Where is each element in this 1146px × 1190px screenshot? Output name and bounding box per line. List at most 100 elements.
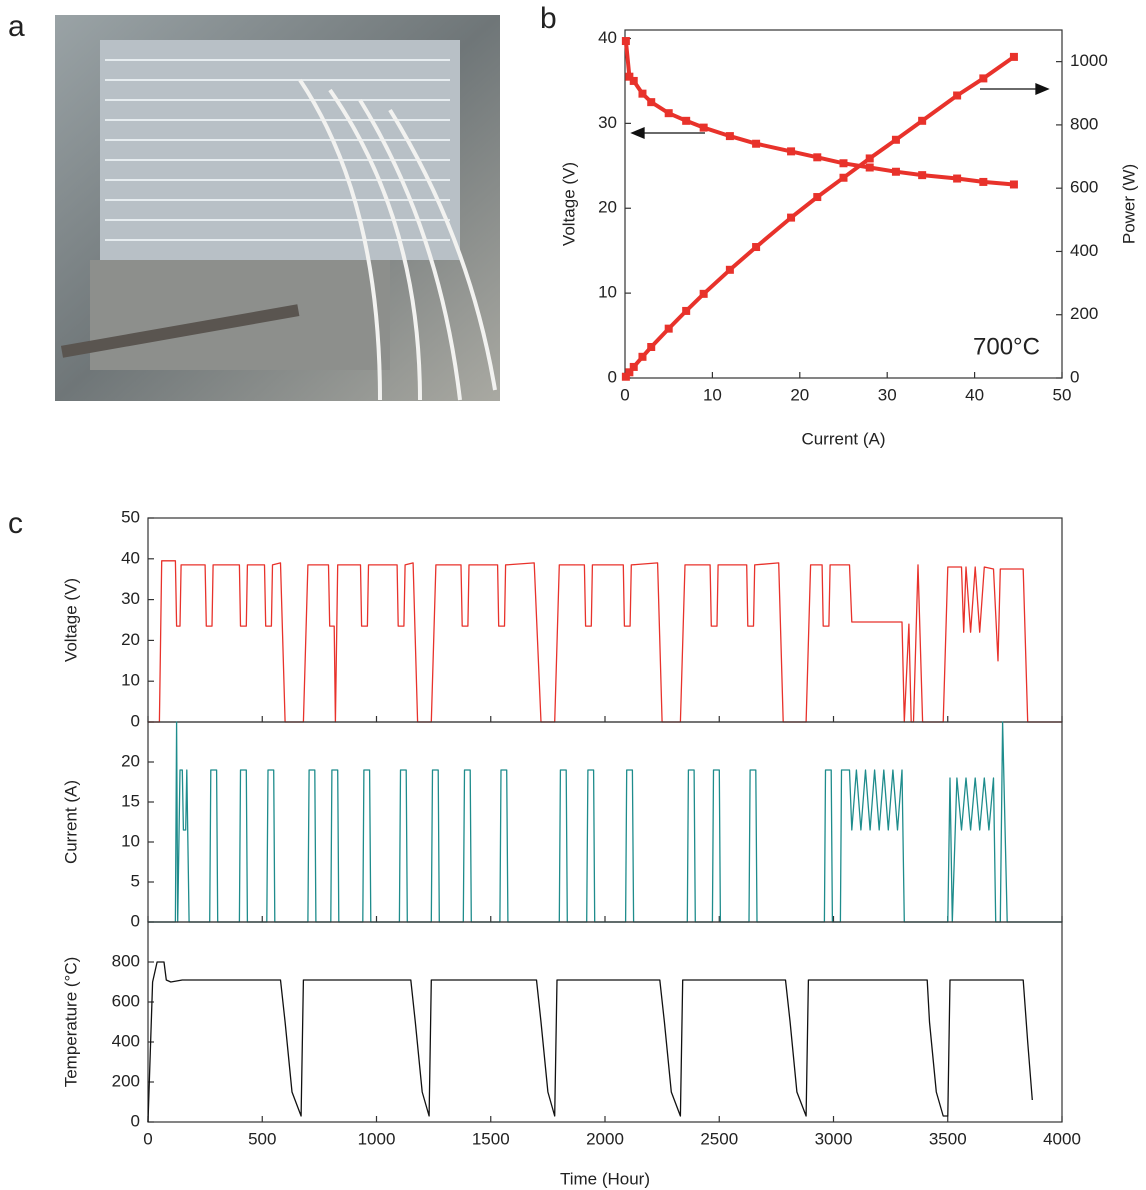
data-point	[699, 289, 708, 298]
data-point	[725, 132, 734, 141]
data-point	[621, 372, 630, 381]
data-point	[865, 163, 874, 172]
x-tick-label: 1000	[358, 1129, 396, 1148]
data-point	[839, 159, 848, 168]
y-tick-label: 0	[131, 711, 140, 730]
y2-tick-label: 600	[1070, 178, 1098, 197]
data-line	[148, 721, 1062, 923]
y-axis-label: Temperature (°C)	[61, 957, 80, 1088]
x-tick-label: 40	[965, 385, 984, 404]
x-tick-label: 500	[248, 1129, 276, 1148]
y-tick-label: 50	[121, 507, 140, 526]
data-point	[979, 74, 988, 83]
x-tick-label: 30	[878, 385, 897, 404]
data-point	[813, 153, 822, 162]
y-tick-label: 20	[121, 630, 140, 649]
x-tick-label: 20	[790, 385, 809, 404]
x-tick-label: 10	[703, 385, 722, 404]
x-tick-label: 3500	[929, 1129, 967, 1148]
y-tick-label: 800	[112, 951, 140, 970]
data-line	[147, 961, 1033, 1123]
arrows	[630, 83, 1050, 139]
y-tick-label: 20	[598, 198, 617, 217]
y-tick-label: 0	[131, 1111, 140, 1130]
y-axis-label: Voltage (V)	[61, 578, 80, 662]
data-point	[629, 362, 638, 371]
data-point	[638, 352, 647, 361]
data-point	[699, 123, 708, 132]
data-point	[891, 135, 900, 144]
data-point	[647, 98, 656, 107]
x-axis-label: Time (Hour)	[560, 1169, 650, 1188]
photo	[55, 15, 500, 401]
data-point	[752, 139, 761, 148]
x-axis-label: Current (A)	[801, 429, 885, 448]
data-point	[682, 116, 691, 125]
data-point	[787, 213, 796, 222]
data-point	[621, 37, 630, 46]
x-tick-label: 2000	[586, 1129, 624, 1148]
x-tick-label: 2500	[700, 1129, 738, 1148]
data-point	[629, 76, 638, 85]
y-tick-label: 10	[121, 831, 140, 850]
data-point	[752, 243, 761, 252]
data-point	[1009, 52, 1018, 61]
data-point	[1009, 180, 1018, 189]
data-point	[625, 72, 634, 81]
data-point	[891, 167, 900, 176]
data-point	[953, 91, 962, 100]
y2-tick-label: 200	[1070, 304, 1098, 323]
data-point	[865, 154, 874, 163]
data-line	[148, 560, 1062, 723]
x-tick-label: 1500	[472, 1129, 510, 1148]
y-tick-label: 600	[112, 991, 140, 1010]
data-point	[979, 177, 988, 186]
x-tick-label: 0	[620, 385, 629, 404]
data-point	[953, 174, 962, 183]
y-tick-label: 0	[608, 367, 617, 386]
data-line	[624, 55, 1016, 378]
y-tick-label: 10	[121, 671, 140, 690]
panel-label: c	[8, 507, 23, 540]
y-tick-label: 10	[598, 283, 617, 302]
plot-frame	[147, 517, 1063, 723]
plot-frame	[147, 721, 1063, 923]
y-tick-label: 30	[598, 113, 617, 132]
y-tick-label: 30	[121, 589, 140, 608]
data-line	[623, 40, 1015, 187]
data-point	[839, 173, 848, 182]
y2-axis-label: Power (W)	[1119, 164, 1138, 244]
data-point	[918, 116, 927, 125]
y-tick-label: 5	[131, 871, 140, 890]
y-tick-label: 15	[121, 791, 140, 810]
y2-tick-label: 0	[1070, 367, 1079, 386]
y2-tick-label: 1000	[1070, 51, 1108, 70]
y-tick-label: 40	[121, 548, 140, 567]
x-tick-label: 50	[1053, 385, 1072, 404]
data-point	[787, 147, 796, 156]
panel-label: b	[540, 2, 557, 35]
y-axis-label: Current (A)	[61, 780, 80, 864]
y-tick-label: 200	[112, 1071, 140, 1090]
data-point	[664, 109, 673, 118]
data-point	[725, 265, 734, 274]
data-point	[918, 171, 927, 180]
x-tick-label: 0	[143, 1129, 152, 1148]
y-tick-label: 40	[598, 28, 617, 47]
annotation: 700°C	[973, 333, 1040, 360]
x-tick-label: 3000	[815, 1129, 853, 1148]
data-point	[647, 342, 656, 351]
data-point	[682, 306, 691, 315]
y2-tick-label: 400	[1070, 241, 1098, 260]
y-tick-label: 400	[112, 1031, 140, 1050]
y-axis-label: Voltage (V)	[559, 162, 578, 246]
y-tick-label: 0	[131, 911, 140, 930]
data-point	[625, 368, 634, 377]
plot-frame	[624, 29, 1063, 379]
x-tick-label: 4000	[1043, 1129, 1081, 1148]
y-tick-label: 20	[121, 751, 140, 770]
data-point	[813, 193, 822, 202]
panel-label: a	[8, 10, 25, 43]
